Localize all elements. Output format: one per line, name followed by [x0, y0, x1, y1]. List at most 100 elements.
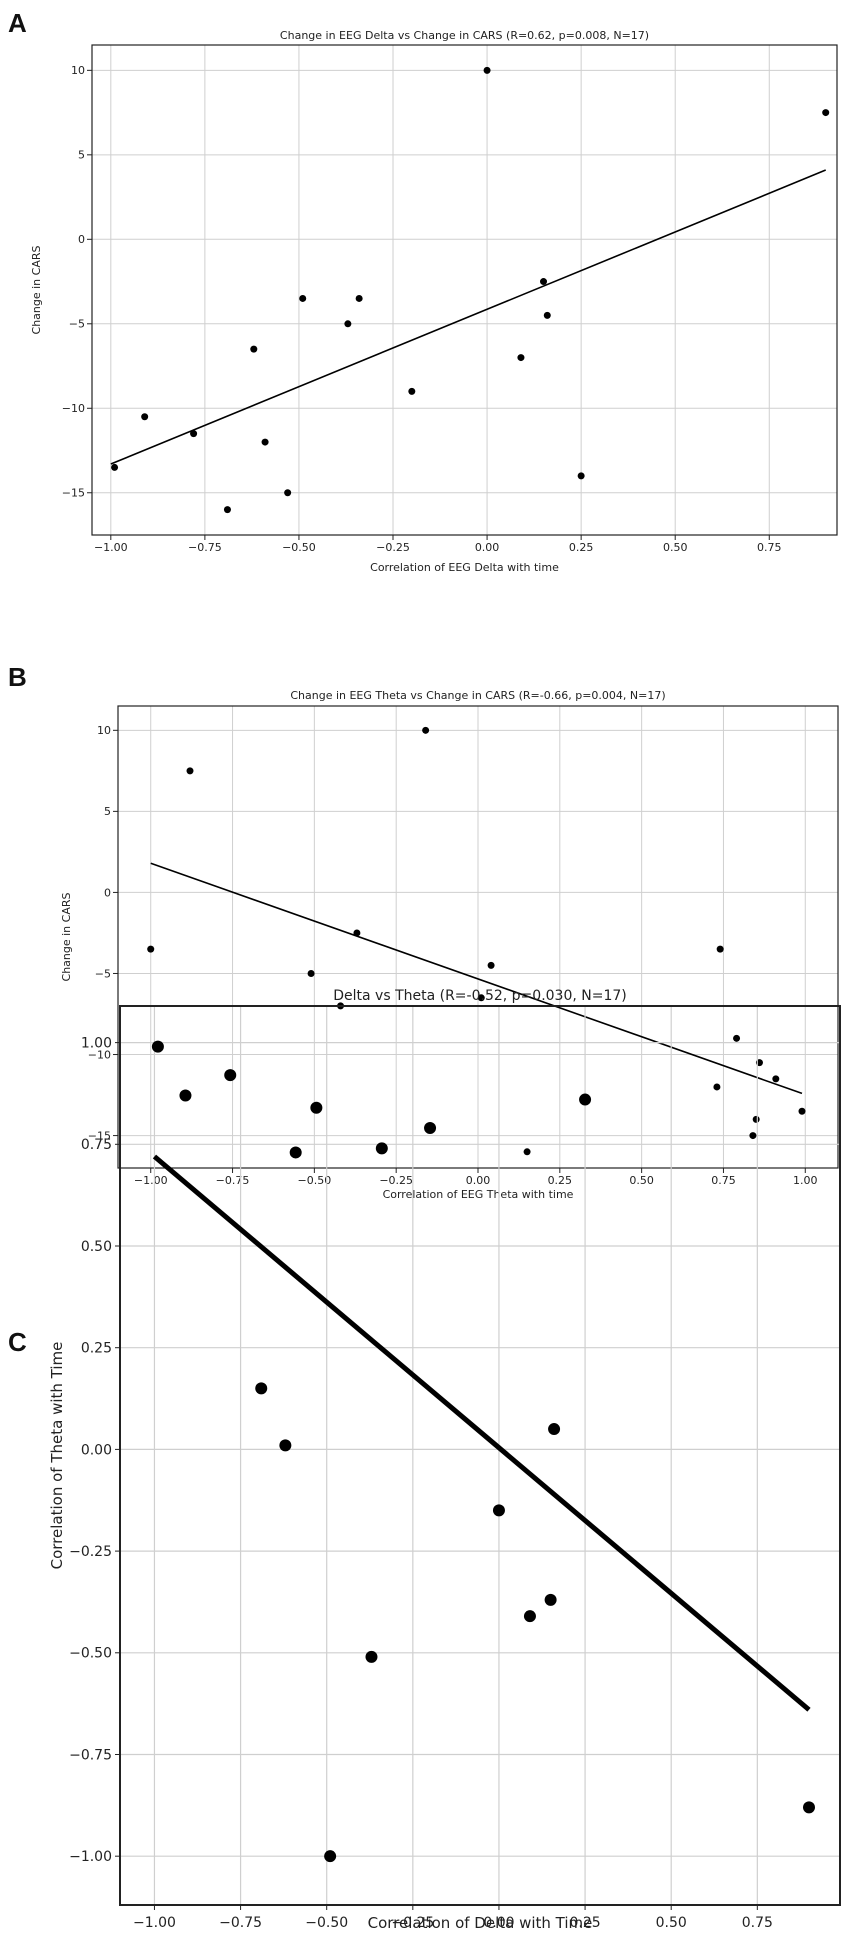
chart-title: Change in EEG Theta vs Change in CARS (R… [290, 689, 665, 702]
y-tick-label: 0 [78, 233, 85, 246]
data-point [250, 345, 258, 353]
panel-a: A Change in EEG Delta vs Change in CARS (… [8, 8, 838, 574]
y-tick-label: −5 [95, 967, 111, 980]
x-tick-label: 0.50 [656, 1915, 687, 1931]
y-tick-label: 0 [104, 886, 111, 899]
data-point [111, 463, 119, 471]
x-tick-label: −0.75 [219, 1915, 262, 1931]
x-tick-label: 0.00 [475, 541, 500, 554]
data-point [492, 1504, 505, 1517]
x-axis-label: Correlation of Delta with Time [368, 1914, 593, 1932]
y-tick-label: −10 [88, 1048, 111, 1061]
data-point [544, 1593, 557, 1606]
data-point [422, 726, 430, 734]
data-point [772, 1075, 780, 1083]
data-point [307, 969, 315, 977]
y-axis-label: Change in CARS [60, 893, 73, 982]
data-point [179, 1089, 192, 1102]
y-tick-label: −0.25 [69, 1544, 112, 1560]
x-tick-label: −0.50 [298, 1174, 332, 1187]
data-point [310, 1101, 323, 1114]
plot-frame [119, 1005, 841, 1906]
y-tick-label: −0.50 [69, 1646, 112, 1662]
x-tick-label: −0.50 [305, 1915, 348, 1931]
y-tick-label: 0.50 [81, 1239, 112, 1255]
data-point [186, 767, 194, 775]
panel-c: C Delta vs Theta (R=-0.52, p=0.030, N=17)… [8, 988, 841, 1932]
x-tick-label: 0.25 [569, 541, 594, 554]
x-tick-label: −0.25 [391, 1915, 434, 1931]
x-tick-label: 0.75 [711, 1174, 736, 1187]
x-tick-label: −1.00 [94, 541, 128, 554]
data-point [299, 294, 307, 302]
data-point [141, 413, 149, 421]
data-point [375, 1142, 388, 1155]
y-tick-label: −10 [62, 402, 85, 415]
x-tick-label: −0.75 [188, 541, 222, 554]
x-tick-label: −0.25 [376, 541, 410, 554]
data-point [151, 1040, 164, 1053]
x-tick-label: 0.50 [663, 541, 688, 554]
data-point [749, 1132, 757, 1140]
data-point [324, 1850, 337, 1863]
panel-letter: A [8, 8, 27, 38]
x-tick-label: 0.25 [569, 1915, 600, 1931]
y-tick-label: 5 [104, 805, 111, 818]
data-point [523, 1610, 536, 1623]
plot-frame [91, 44, 838, 536]
data-point [822, 109, 830, 117]
data-point [802, 1801, 815, 1814]
y-tick-label: −5 [69, 318, 85, 331]
data-point [716, 945, 724, 953]
x-tick-label: 0.00 [483, 1915, 514, 1931]
data-point [289, 1146, 302, 1159]
y-tick-label: 1.00 [81, 1036, 112, 1052]
y-tick-label: 10 [71, 64, 85, 77]
data-point [543, 311, 551, 319]
panel-b: B Change in EEG Theta vs Change in CARS (… [8, 662, 839, 1201]
x-tick-label: −0.75 [216, 1174, 250, 1187]
data-point [344, 320, 352, 328]
x-tick-label: −1.00 [133, 1915, 176, 1931]
x-tick-label: −0.25 [379, 1174, 413, 1187]
data-point [279, 1439, 292, 1452]
data-point [355, 294, 363, 302]
data-point [577, 472, 585, 480]
y-tick-label: −0.75 [69, 1747, 112, 1763]
data-point [190, 430, 198, 438]
data-point [255, 1382, 268, 1395]
y-tick-label: −15 [88, 1129, 111, 1142]
data-point [523, 1148, 531, 1156]
data-point [798, 1107, 806, 1115]
y-axis-label: Change in CARS [30, 246, 43, 335]
data-point [147, 945, 155, 953]
data-point [548, 1423, 561, 1436]
x-tick-label: −1.00 [134, 1174, 168, 1187]
data-point [224, 1069, 237, 1082]
x-tick-label: 0.75 [757, 541, 782, 554]
regression-line [152, 1154, 811, 1712]
regression-line [150, 862, 803, 1095]
data-point [353, 929, 361, 937]
data-point [517, 354, 525, 362]
data-point [223, 506, 231, 514]
data-point [408, 387, 416, 395]
y-tick-label: 0.00 [81, 1442, 112, 1458]
x-axis-label: Correlation of EEG Theta with time [383, 1188, 574, 1201]
chart-title: Change in EEG Delta vs Change in CARS (R… [280, 29, 649, 42]
data-point [477, 994, 485, 1002]
data-point [540, 278, 548, 286]
data-point [284, 489, 292, 497]
x-axis-label: Correlation of EEG Delta with time [370, 561, 559, 574]
chart-title: Delta vs Theta (R=-0.52, p=0.030, N=17) [333, 988, 627, 1004]
panel-letter: B [8, 662, 27, 692]
data-point [483, 66, 491, 74]
data-point [579, 1093, 592, 1106]
data-point [733, 1034, 741, 1042]
data-point [487, 961, 495, 969]
data-point [713, 1083, 721, 1091]
panel-letter: C [8, 1327, 27, 1357]
y-axis-label: Correlation of Theta with Time [48, 1342, 66, 1570]
plot-frame [117, 705, 839, 1169]
